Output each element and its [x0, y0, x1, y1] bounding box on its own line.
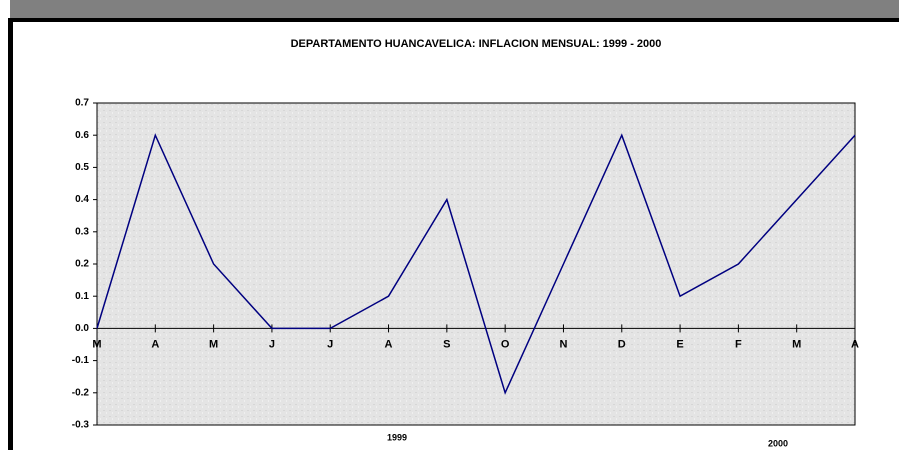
x-tick-label: J [327, 338, 333, 350]
annotation: 1999 [387, 432, 407, 442]
x-tick-label: A [385, 338, 393, 350]
x-tick-label: E [676, 338, 683, 350]
y-tick-label: 0.2 [75, 259, 89, 270]
frame-left [8, 18, 13, 450]
y-tick-label: -0.1 [72, 355, 90, 366]
x-tick-label: D [618, 338, 626, 350]
x-tick-label: M [792, 338, 801, 350]
y-tick-label: 0.1 [75, 291, 89, 302]
x-tick-label: A [851, 338, 859, 350]
line-series [96, 133, 856, 395]
x-tick-label: F [735, 338, 742, 350]
y-tick-label: 0.6 [75, 130, 89, 141]
x-tick-label: J [269, 338, 275, 350]
y-tick-label: -0.2 [72, 387, 90, 398]
y-tick-label: -0.3 [72, 420, 90, 431]
y-tick-label: 0.3 [75, 226, 89, 237]
x-tick-label: N [559, 338, 567, 350]
x-tick-label: A [151, 338, 159, 350]
x-tick-label: S [443, 338, 450, 350]
x-tick-label: M [209, 338, 218, 350]
y-tick-label: 0.0 [75, 323, 89, 334]
y-tick-label: 0.7 [75, 98, 89, 109]
y-tick-label: 0.5 [75, 162, 89, 173]
annotation: 2000 [768, 438, 788, 448]
x-tick-label: M [92, 338, 101, 350]
top-bar [10, 0, 899, 18]
y-tick-label: 0.4 [75, 194, 89, 205]
x-tick-label: O [501, 338, 510, 350]
chart-title: DEPARTAMENTO HUANCAVELICA: INFLACION MEN… [291, 38, 662, 50]
frame-top [8, 18, 899, 22]
plot-area [96, 102, 856, 426]
